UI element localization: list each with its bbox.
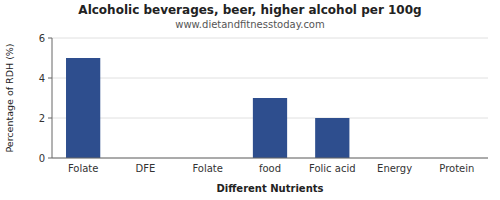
x-tick-label: Folic acid (309, 163, 356, 174)
y-tick-label: 0 (39, 153, 45, 164)
y-tick (48, 38, 52, 39)
x-axis-label: Different Nutrients (217, 183, 324, 194)
x-tick-label: food (259, 163, 281, 174)
y-tick (48, 158, 52, 159)
subtitle: www.dietandfitnesstoday.com (175, 19, 324, 30)
chart: Alcoholic beverages, beer, higher alcoho… (0, 0, 500, 200)
y-tick-label: 2 (39, 113, 45, 124)
x-tick-label: Folate (192, 163, 223, 174)
bar (66, 58, 100, 158)
x-tick-label: DFE (136, 163, 156, 174)
title: Alcoholic beverages, beer, higher alcoho… (78, 3, 421, 17)
y-tick (48, 78, 52, 79)
y-axis (52, 38, 53, 158)
x-tick-label: Energy (377, 163, 412, 174)
grid-line (52, 158, 488, 159)
bar (315, 118, 349, 158)
y-tick-label: 6 (39, 33, 45, 44)
x-tick-label: Folate (68, 163, 99, 174)
x-axis (52, 158, 488, 159)
x-tick-label: Protein (439, 163, 474, 174)
grid-line (52, 38, 488, 39)
bar (253, 98, 287, 158)
bars (66, 58, 349, 158)
y-tick (48, 118, 52, 119)
y-axis-label: Percentage of RDH (%) (4, 43, 15, 152)
grid-line (52, 78, 488, 79)
y-tick-label: 4 (39, 73, 45, 84)
